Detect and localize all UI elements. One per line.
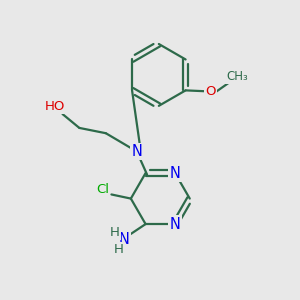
Text: N: N — [119, 232, 130, 247]
Text: N: N — [169, 217, 181, 232]
Text: N: N — [169, 166, 181, 181]
Text: HO: HO — [44, 100, 65, 112]
Text: CH₃: CH₃ — [226, 70, 248, 83]
Text: H: H — [110, 226, 120, 238]
Text: Cl: Cl — [96, 183, 109, 196]
Text: O: O — [206, 85, 216, 98]
Text: N: N — [131, 144, 142, 159]
Text: H: H — [114, 243, 123, 256]
